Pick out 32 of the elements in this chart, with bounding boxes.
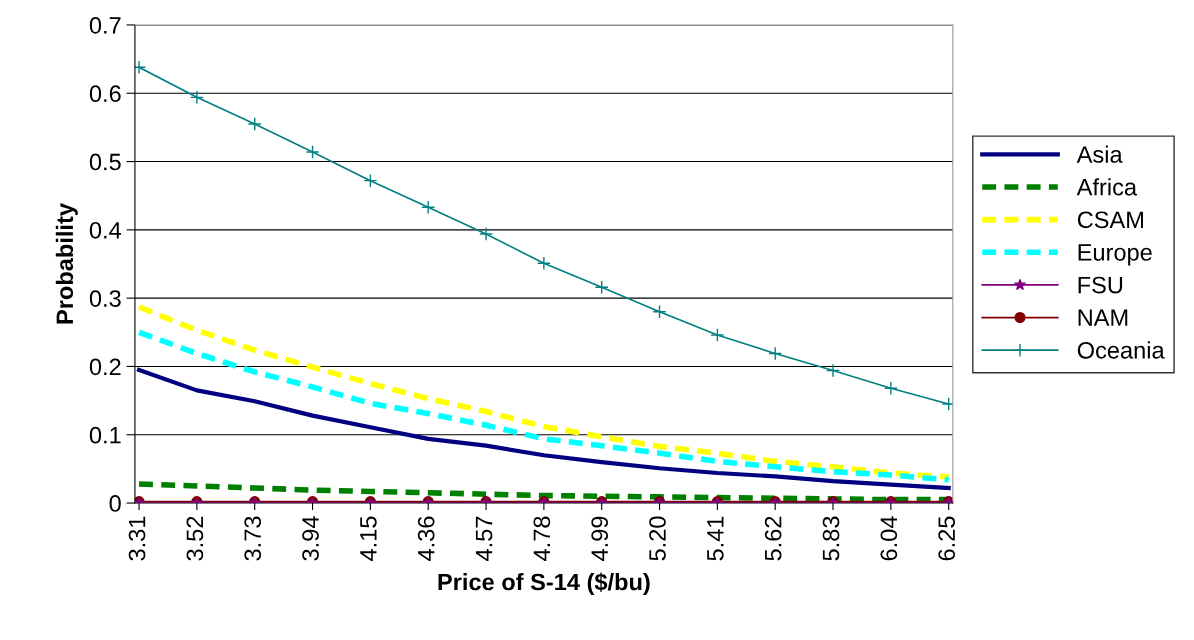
- x-tick-label: 6.25: [938, 516, 956, 561]
- y-tick-label: 0.5: [89, 153, 121, 171]
- legend-label: Asia: [1076, 145, 1123, 163]
- x-tick-label: 5.41: [707, 516, 724, 561]
- x-tick-label: 5.62: [764, 516, 782, 561]
- legend-label: CSAM: [1077, 211, 1143, 229]
- legend-label: FSU: [1078, 276, 1123, 294]
- y-tick-label: 0.2: [89, 358, 121, 376]
- legend-label: Africa: [1076, 178, 1138, 196]
- x-tick-label: 6.04: [880, 516, 898, 561]
- y-axis-title: Probability: [55, 203, 78, 324]
- x-tick-label: 3.94: [302, 516, 319, 561]
- x-axis-title: Price of S-14 ($/bu): [438, 572, 650, 596]
- y-tick-label: 0.1: [89, 426, 121, 444]
- y-tick-label: 0.6: [89, 85, 121, 103]
- legend-label: NAM: [1078, 309, 1128, 326]
- x-tick-label: 4.15: [360, 516, 377, 561]
- y-tick-label: 0.3: [89, 290, 121, 307]
- x-tick-label: 3.52: [186, 516, 204, 561]
- y-tick-label: 0.7: [89, 17, 121, 34]
- x-tick-label: 5.83: [822, 516, 840, 561]
- y-tick-label: 0: [109, 495, 121, 512]
- legend-label: Oceania: [1077, 341, 1165, 359]
- x-tick-label: 4.36: [417, 516, 435, 561]
- x-tick-label: 4.78: [533, 516, 551, 561]
- y-tick-label: 0.4: [89, 221, 122, 239]
- x-tick-label: 4.57: [475, 516, 493, 561]
- x-tick-label: 3.73: [244, 516, 262, 561]
- x-tick-label: 4.99: [591, 516, 609, 561]
- legend-label: Europe: [1078, 244, 1152, 266]
- x-tick-label: 3.31: [128, 516, 146, 561]
- x-tick-label: 5.20: [649, 516, 666, 561]
